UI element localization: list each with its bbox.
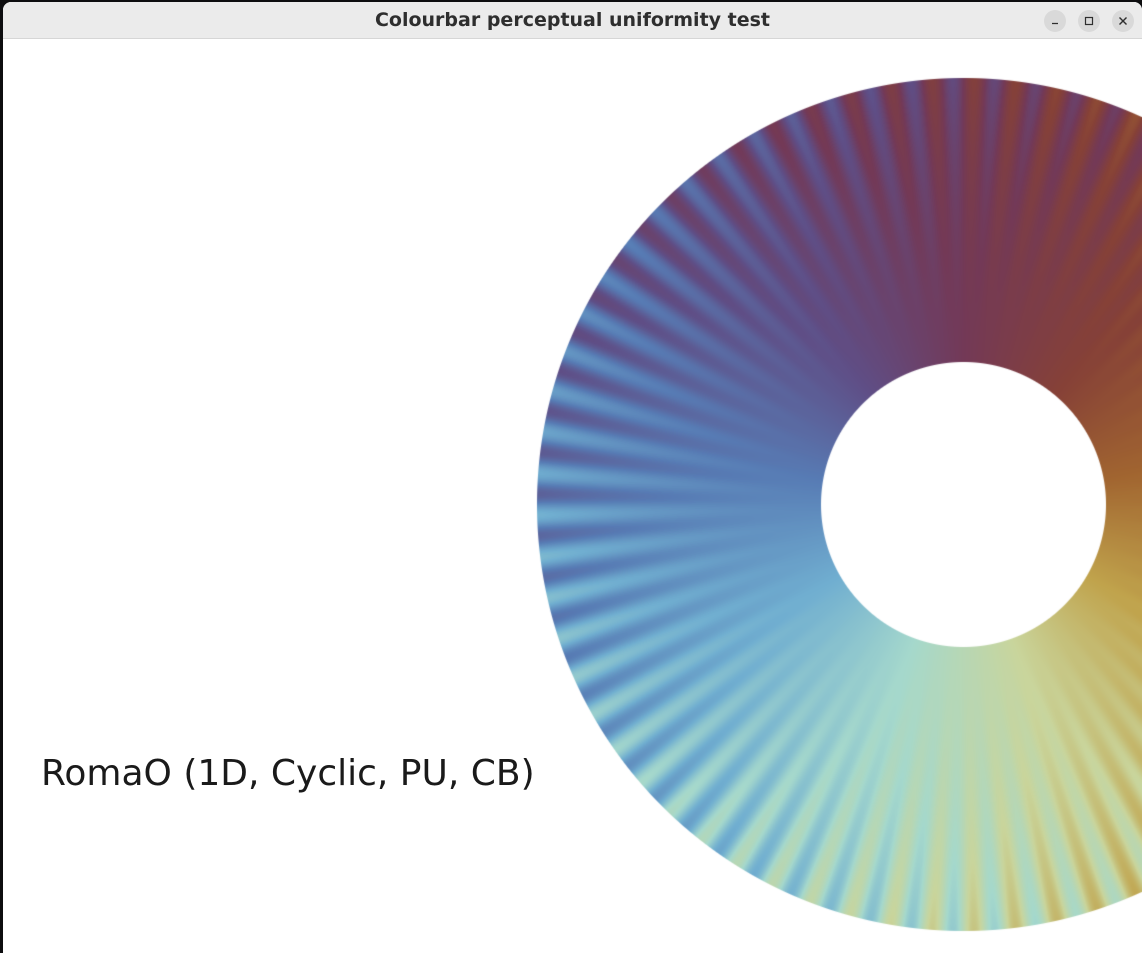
colormap-test-wheel: [3, 39, 1142, 953]
window-title: Colourbar perceptual uniformity test: [374, 9, 771, 31]
minimize-button[interactable]: [1044, 10, 1066, 32]
colormap-label: RomaO (1D, Cyclic, PU, CB): [41, 753, 535, 794]
minimize-icon: [1052, 22, 1058, 25]
maximize-button[interactable]: [1078, 10, 1100, 32]
maximize-icon: [1084, 16, 1094, 26]
plot-area: RomaO (1D, Cyclic, PU, CB): [3, 39, 1142, 953]
app-window: Colourbar perceptual uniformity test Rom…: [3, 2, 1142, 953]
close-icon: [1119, 17, 1127, 25]
close-button[interactable]: [1112, 10, 1134, 32]
title-bar[interactable]: Colourbar perceptual uniformity test: [3, 2, 1142, 39]
